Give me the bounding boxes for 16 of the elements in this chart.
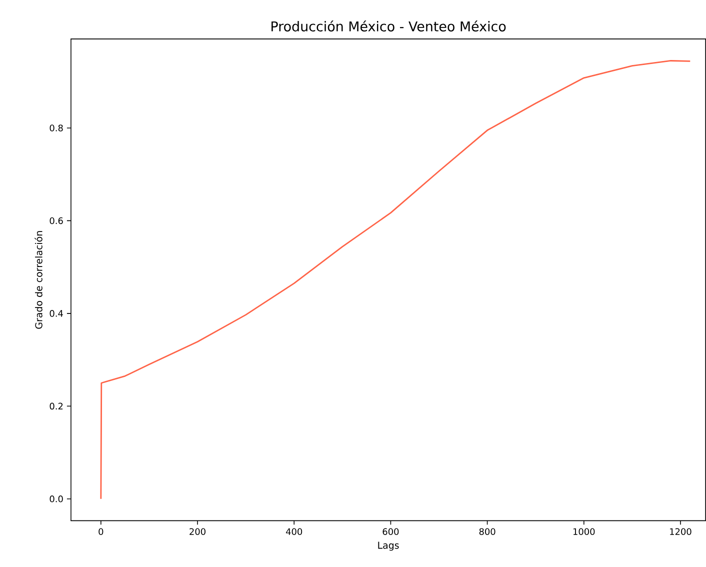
y-tick-label: 0.2 bbox=[50, 402, 63, 410]
chart-title: Producción México - Venteo México bbox=[272, 20, 506, 32]
x-tick-label: 800 bbox=[479, 528, 496, 536]
y-tick-label: 0.0 bbox=[50, 496, 63, 502]
x-tick-label: 200 bbox=[190, 528, 206, 536]
x-tick-label: 1200 bbox=[670, 528, 692, 536]
y-tick-label: 0.4 bbox=[50, 310, 63, 317]
x-tick-label: 0 bbox=[98, 528, 104, 536]
line-series bbox=[100, 60, 691, 500]
x-tick-label: 1000 bbox=[573, 528, 595, 536]
x-axis-title: Lags bbox=[378, 542, 399, 551]
y-tick-label: 0.6 bbox=[50, 217, 63, 224]
x-tick-label: 600 bbox=[382, 528, 399, 536]
y-axis-title: Grado de correlación bbox=[34, 231, 42, 329]
x-tick-label: 400 bbox=[286, 528, 302, 536]
y-tick-label: 0.8 bbox=[50, 124, 63, 132]
